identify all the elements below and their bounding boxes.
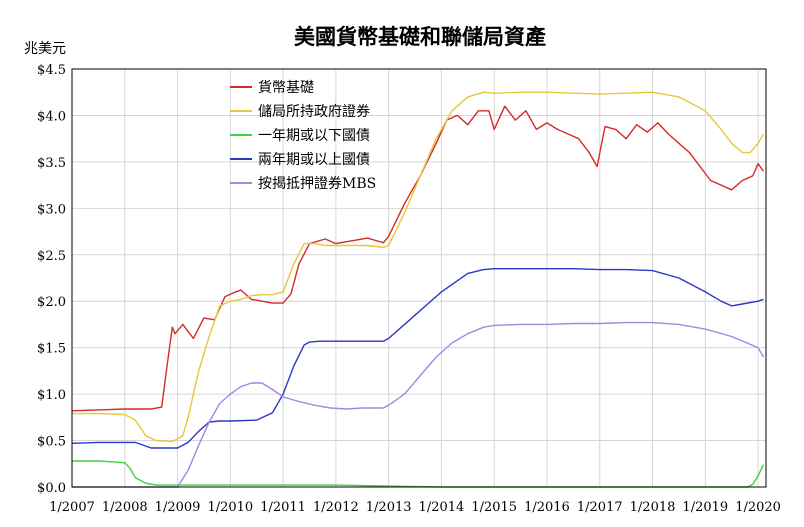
x-tick-label: 1/2017: [577, 500, 623, 515]
legend-label-1: 貨幣基礎: [258, 79, 314, 96]
y-tick-label: $0.0: [37, 481, 66, 496]
x-tick-label: 1/2008: [102, 500, 148, 515]
x-tick-label: 1/2020: [735, 500, 781, 515]
y-tick-label: $3.5: [37, 156, 66, 171]
series-line-5: [72, 321, 765, 488]
legend-label-4: 兩年期或以上國債: [258, 152, 370, 168]
grid: [72, 69, 766, 487]
y-tick-label: $4.5: [37, 63, 66, 78]
x-tick-label: 1/2012: [313, 500, 359, 515]
x-tick-label: 1/2014: [419, 500, 465, 515]
y-tick-label: $2.5: [37, 249, 66, 264]
x-tick-label: 1/2019: [682, 500, 728, 515]
series-line-4: [71, 268, 764, 449]
y-tick-label: $1.5: [37, 342, 66, 357]
plot-frame: [71, 68, 767, 488]
y-tick-label: $0.5: [37, 435, 66, 450]
chart-title: 美國貨幣基礎和聯儲局資產: [294, 24, 546, 49]
x-tick-label: 1/2018: [630, 500, 676, 515]
series-line-3: [72, 460, 765, 488]
x-tick-label: 1/2010: [207, 500, 253, 515]
y-axis-unit-label: 兆美元: [24, 41, 66, 57]
y-tick-label: $3.0: [37, 202, 66, 217]
y-tick-label: $1.0: [37, 388, 66, 403]
x-tick-label: 1/2015: [471, 500, 517, 515]
legend-label-2: 儲局所持政府證券: [258, 103, 370, 120]
x-tick-label: 1/2016: [524, 500, 570, 515]
x-tick-label: 1/2013: [366, 500, 412, 515]
legend-label-5: 按揭抵押證券MBS: [258, 175, 376, 192]
x-tick-label: 1/2011: [260, 500, 306, 515]
x-tick-label: 1/2007: [49, 500, 95, 515]
x-tick-label: 1/2009: [155, 500, 201, 515]
x-axis: 1/2007 1/2008 1/2009 1/2010 1/2011 1/2012 1/20…: [49, 500, 781, 515]
y-tick-label: $4.0: [37, 109, 66, 124]
legend-label-3: 一年期或以下國債: [258, 128, 370, 144]
series-line-1: [71, 105, 764, 412]
y-tick-label: $2.0: [37, 295, 66, 310]
y-axis: $0.0 $0.5 $1.0 $1.5 $2.0 $2.5 $3.0 $3.5 $4.0 $4.5: [37, 63, 66, 496]
series-line-2: [72, 91, 765, 443]
series-group: [71, 91, 765, 488]
